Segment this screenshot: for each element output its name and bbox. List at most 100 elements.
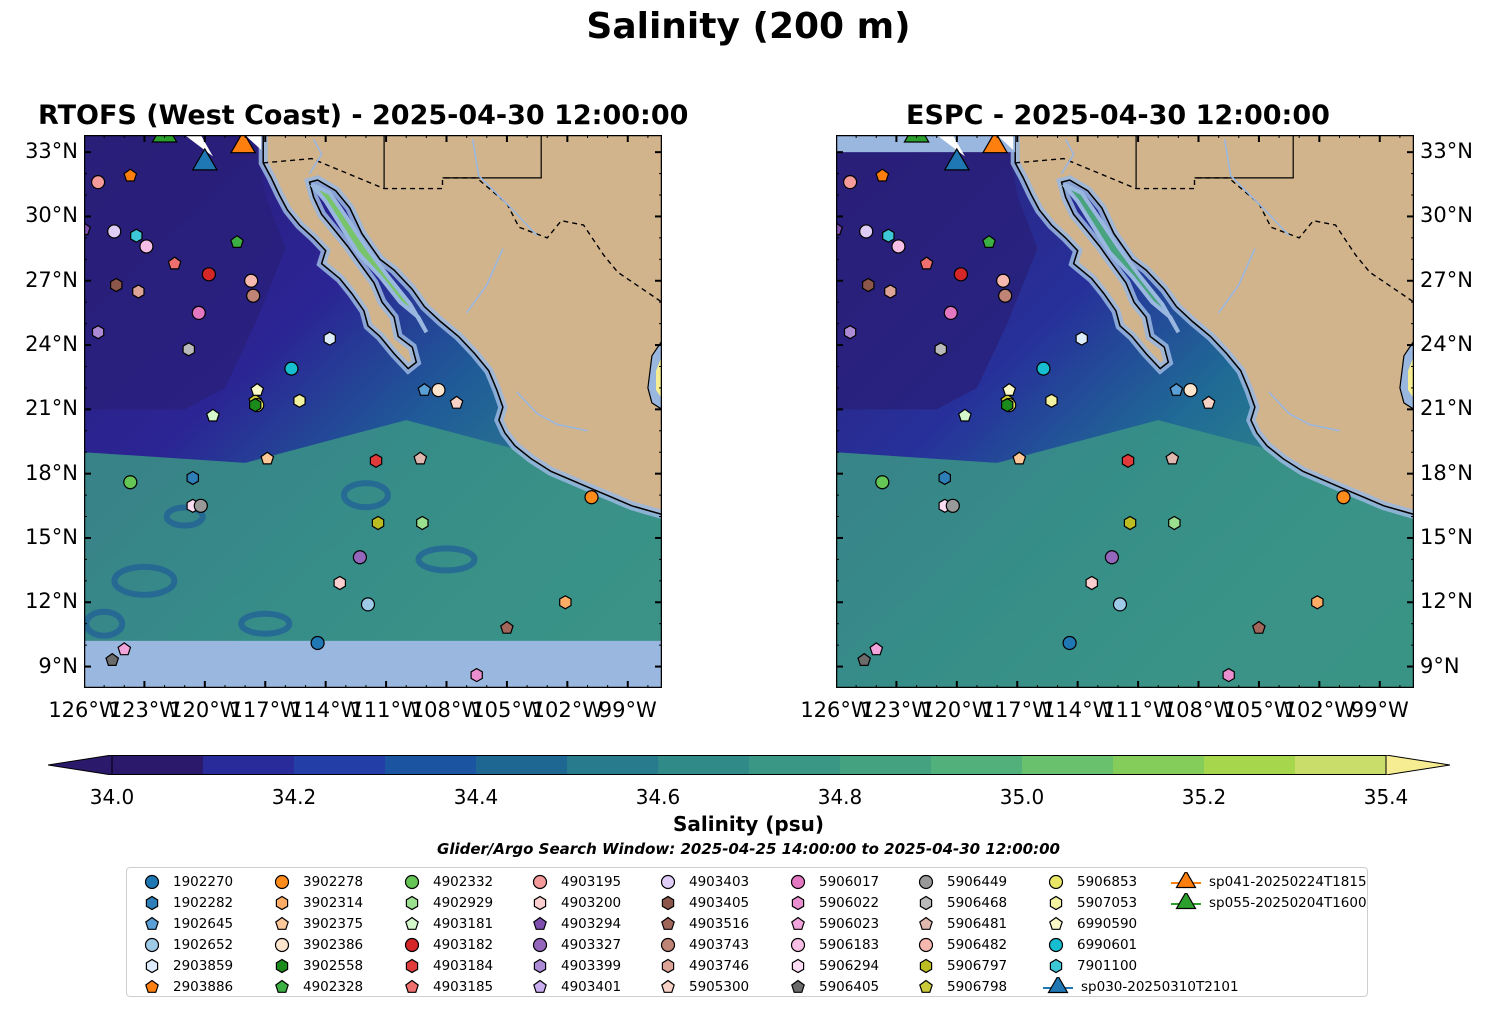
pentagon-legend-icon (1049, 916, 1063, 930)
circle-legend-icon (144, 874, 160, 890)
colorbar-segment (749, 755, 841, 775)
legend-label: 4903185 (433, 979, 494, 995)
legend-label: 4903294 (561, 916, 622, 932)
legend-item: 3902278 (269, 872, 363, 892)
legend-item: 3902375 (269, 914, 363, 934)
colorbar-segment (658, 755, 750, 775)
legend-label: 1902270 (173, 874, 234, 890)
lon-label-left: 102°W (531, 698, 604, 722)
legend-item: 4902929 (399, 893, 493, 913)
legend-item: 4903403 (655, 872, 749, 892)
colorbar-segment (1022, 755, 1114, 775)
lon-label-right: 102°W (1283, 698, 1356, 722)
legend-item: 4903181 (399, 914, 493, 934)
float-5906797 (371, 515, 385, 531)
float-6990590 (1002, 382, 1017, 396)
legend-item: 3902386 (269, 935, 363, 955)
colorbar-tick-label: 35.0 (999, 785, 1045, 809)
glider-sp055-20250204T1600 (151, 135, 178, 143)
lat-label-left: 15°N (25, 524, 78, 549)
float-5906449 (945, 498, 960, 513)
float-4903184 (369, 453, 383, 468)
legend-label: 4902929 (433, 895, 494, 911)
colorbar-segment (931, 755, 1023, 775)
colorbar-segment (567, 755, 659, 775)
legend-label: 5906449 (947, 874, 1008, 890)
legend-item: 6990590 (1043, 914, 1137, 934)
float-4902328 (230, 234, 244, 249)
float-5906482 (996, 273, 1011, 288)
pentagon-legend-icon (661, 916, 675, 930)
pentagon-legend-icon (791, 979, 805, 993)
float-4903327 (352, 550, 368, 565)
float-3902386 (431, 382, 446, 398)
lat-label-left: 9°N (38, 653, 78, 678)
low-salinity-tongue (84, 135, 286, 410)
triangle-legend-icon (1047, 977, 1069, 994)
float-1902282 (186, 470, 200, 486)
float-4902332 (875, 475, 890, 490)
float-1902282 (938, 470, 952, 486)
lon-label-right: 114°W (1041, 698, 1114, 722)
teal-band (84, 420, 662, 688)
international-border (1015, 157, 1414, 303)
lat-label-right: 15°N (1420, 524, 1473, 549)
colorbar-label: Salinity (psu) (672, 812, 824, 836)
lat-label-left: 12°N (25, 589, 78, 614)
legend-label: 4903399 (561, 958, 622, 974)
float-5906481 (413, 451, 428, 465)
hexagon-legend-icon (145, 958, 159, 974)
float-5906797 (1123, 515, 1137, 531)
legend-item: 5906023 (785, 914, 879, 934)
legend-label: 6990590 (1077, 916, 1138, 932)
hexagon-legend-icon (1049, 895, 1063, 911)
glider-sp041-20250224T1815 (229, 135, 257, 154)
lon-label-right: 108°W (1162, 698, 1235, 722)
circle-legend-icon (1048, 937, 1064, 953)
float-4902929 (1168, 515, 1181, 531)
river (516, 391, 588, 432)
legend-item: 5905300 (655, 977, 749, 997)
float-4903181 (957, 408, 972, 422)
float-1902652 (1112, 597, 1128, 612)
legend-label: 3902314 (303, 895, 364, 911)
legend-item: 1902270 (139, 872, 233, 892)
float-2903886 (875, 168, 890, 182)
lon-label-right: 111°W (1102, 698, 1174, 722)
low-salinity-tongue (836, 135, 1038, 410)
legend-item: 4903516 (655, 914, 749, 934)
lat-label-left: 30°N (25, 203, 78, 228)
lon-label-right: 99°W (1350, 698, 1409, 722)
eddy (238, 610, 293, 637)
pentagon-legend-icon (919, 916, 933, 930)
circle-legend-icon (404, 937, 420, 953)
legend-item: 4903200 (527, 893, 621, 913)
float-4903405 (862, 277, 875, 293)
pentagon-legend-icon (405, 916, 419, 930)
colorbar-segment (203, 755, 295, 775)
legend-item: 4903182 (399, 935, 493, 955)
glider-sp055-20250204T1600 (903, 135, 930, 143)
glider-sp041-20250224T1815 (981, 135, 1009, 154)
map-espc (836, 135, 1414, 688)
gulf-of-california (1062, 182, 1181, 334)
legend-item: 7901100 (1043, 956, 1137, 976)
float-4903200 (333, 575, 346, 591)
lat-label-right: 12°N (1420, 589, 1473, 614)
lat-label-right: 18°N (1420, 460, 1473, 485)
float-3902278 (584, 490, 599, 505)
legend-label: 4903195 (561, 874, 622, 890)
legend-label: 3902386 (303, 937, 364, 953)
colorbar-segment (1113, 755, 1205, 775)
panel-title-rtofs: RTOFS (West Coast) - 2025-04-30 12:00:00 (38, 100, 689, 131)
legend-label: 4903746 (689, 958, 750, 974)
colorbar-segment (385, 755, 477, 775)
legend-label: 4903182 (433, 937, 494, 953)
float-4903185 (919, 256, 934, 270)
float-3902314 (559, 595, 572, 610)
lon-label-left: 126°W (48, 698, 120, 722)
legend-item: 5906797 (913, 956, 1007, 976)
river (1223, 139, 1290, 237)
float-4903195 (842, 175, 858, 190)
lon-label-right: 126°W (800, 698, 872, 722)
